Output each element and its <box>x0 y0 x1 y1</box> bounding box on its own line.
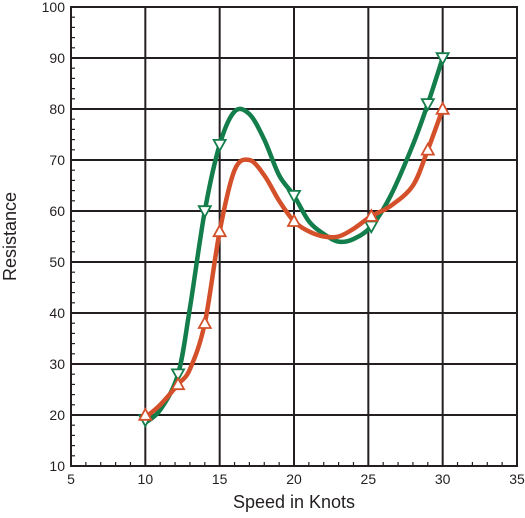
y-tick-label: 40 <box>49 305 65 321</box>
y-tick-labels: 10 20 30 40 50 60 70 80 90 100 <box>42 0 66 474</box>
x-tick-label: 20 <box>286 471 302 487</box>
data-point-marker <box>286 189 302 204</box>
data-point-marker <box>363 208 379 222</box>
x-tick-label: 15 <box>212 471 228 487</box>
x-tick-label: 25 <box>361 471 377 487</box>
x-axis-title: Speed in Knots <box>233 492 355 512</box>
series-1 <box>137 52 451 428</box>
series-line <box>143 106 445 420</box>
y-tick-label: 60 <box>49 203 65 219</box>
x-tick-labels: 5 10 15 20 25 30 35 <box>67 471 525 487</box>
grid <box>70 6 518 467</box>
x-tick-label: 5 <box>67 471 75 487</box>
x-tick-label: 10 <box>138 471 154 487</box>
series-layer <box>137 52 451 428</box>
x-tick-label: 30 <box>435 471 451 487</box>
data-point-marker <box>170 368 186 383</box>
series-line <box>143 55 445 425</box>
data-point-marker <box>435 52 451 66</box>
data-point-marker <box>435 101 451 115</box>
data-point-marker <box>197 205 213 219</box>
data-point-marker <box>197 315 213 329</box>
data-point-marker <box>212 223 228 238</box>
y-tick-label: 100 <box>42 0 66 15</box>
data-point-marker <box>137 407 153 421</box>
series-2 <box>137 101 451 421</box>
data-point-marker <box>286 213 302 227</box>
y-tick-label: 50 <box>49 254 65 270</box>
plot-frame <box>70 6 518 467</box>
y-axis-title: Resistance <box>0 192 20 281</box>
data-point-marker <box>170 376 186 391</box>
data-point-marker <box>420 98 436 112</box>
x-tick-label: 35 <box>509 471 525 487</box>
y-tick-label: 80 <box>49 101 65 117</box>
y-tick-label: 10 <box>49 458 65 474</box>
y-tick-label: 20 <box>49 407 65 423</box>
data-point-marker <box>420 141 436 156</box>
y-tick-label: 90 <box>49 50 65 66</box>
y-tick-label: 70 <box>49 152 65 168</box>
y-tick-label: 30 <box>49 356 65 372</box>
data-point-marker <box>212 138 228 153</box>
